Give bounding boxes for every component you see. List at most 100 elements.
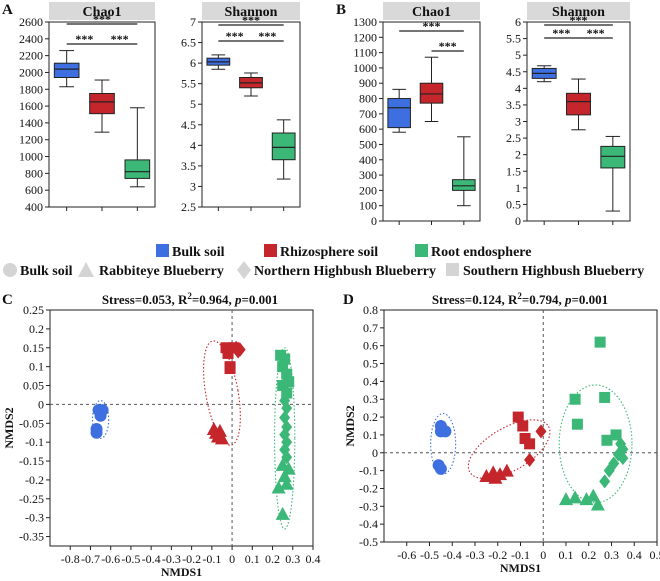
y-tick-label: -0.2 — [25, 473, 44, 487]
y-tick-label: 3.5 — [506, 98, 521, 112]
y-tick-label: -0.25 — [19, 492, 44, 506]
point-circle-bulk — [434, 462, 447, 475]
y-tick-label: 0.8 — [363, 303, 378, 317]
legend-swatch-bulk — [156, 244, 169, 257]
legend-label-root: Root endosphere — [431, 245, 531, 260]
panel-letter: B — [336, 2, 346, 18]
box-root — [124, 159, 151, 179]
y-tick-label: 0.4 — [363, 374, 378, 388]
x-tick-label: 0.1 — [245, 552, 260, 566]
y-tick-label: -0.5 — [359, 535, 378, 549]
y-tick-label: 3.5 — [181, 159, 196, 173]
title-part: p — [564, 292, 572, 307]
panel-title: Shannon — [552, 5, 605, 20]
legend-groups: Bulk soil Rhizosphere soil Root endosphe… — [156, 244, 531, 260]
box-rhizo — [566, 92, 591, 116]
x-tick-label: 0 — [540, 548, 546, 562]
confidence-ellipse-root — [274, 347, 296, 530]
sig-label: *** — [93, 12, 111, 26]
nmds-C-nmds: C Stress=0.053, R2=0.964, p=0.001 -0.8 -0.7… — [2, 291, 321, 579]
confidence-ellipse-rhizo — [203, 340, 241, 446]
point-triangle-root — [275, 506, 290, 520]
y-tick-label: -0.3 — [25, 511, 44, 525]
point-square-rhizo — [517, 420, 529, 432]
y-tick-label: 5.5 — [181, 77, 196, 91]
y-tick-label: 2400 — [19, 32, 43, 46]
x-tick-label: 0.5 — [650, 548, 660, 562]
panel-title: Shannon — [225, 5, 278, 20]
point-square-root — [571, 418, 583, 430]
title-part: =0.001 — [242, 292, 279, 307]
point-triangle-root — [271, 480, 286, 494]
y-tick-label: 700 — [359, 107, 377, 121]
x-tick-label: 0.4 — [306, 552, 321, 566]
title-part: 2 — [187, 291, 192, 301]
y-tick-label: 2200 — [19, 49, 43, 63]
x-tick-label: 0 — [229, 552, 235, 566]
point-diamond-root — [603, 463, 615, 478]
x-tick-label: -0.1 — [202, 552, 221, 566]
legend-shape-label-square: Southern Highbush Blueberry — [463, 264, 644, 279]
x-tick-label: -0.5 — [420, 548, 439, 562]
title-part: =0.794, — [522, 292, 565, 307]
box-bulk — [387, 98, 411, 129]
y-tick-label: 1800 — [19, 82, 43, 96]
x-tick-label: -0.8 — [61, 552, 80, 566]
x-tick-label: 0.3 — [604, 548, 619, 562]
y-tick-label: 0.1 — [29, 360, 44, 374]
sig-label: *** — [552, 26, 570, 40]
point-triangle-root — [568, 490, 583, 504]
title-strip — [202, 2, 300, 20]
point-square-root — [594, 336, 606, 348]
x-tick-label: -0.3 — [466, 548, 485, 562]
y-tick-label: 0.5 — [506, 197, 521, 211]
y-tick-label: -0.2 — [359, 481, 378, 495]
point-square-root — [569, 393, 581, 405]
y-tick-label: 900 — [359, 76, 377, 90]
y-tick-label: 200 — [359, 183, 377, 197]
y-tick-label: 0 — [515, 214, 521, 228]
x-tick-label: -0.2 — [488, 548, 507, 562]
box-root — [600, 145, 626, 169]
legend-label-rhizo: Rhizosphere soil — [280, 245, 378, 260]
y-tick-label: 5 — [515, 48, 521, 62]
sig-label: *** — [439, 39, 457, 53]
y-tick-label: 100 — [359, 199, 377, 213]
y-tick-label: 3 — [515, 115, 521, 129]
point-square-root — [281, 368, 293, 380]
y-tick-label: 500 — [359, 137, 377, 151]
legend-shape-square-icon — [446, 263, 459, 276]
y-tick-label: -0.1 — [25, 435, 44, 449]
panel-letter: D — [343, 292, 354, 308]
y-tick-label: -0.05 — [19, 416, 44, 430]
box-bulk — [53, 62, 80, 78]
y-tick-label: 4 — [190, 138, 196, 152]
y-tick-label: 1400 — [19, 116, 43, 130]
point-triangle-root — [277, 469, 292, 483]
y-tick-label: 0.2 — [29, 322, 44, 336]
title-part: =0.001 — [572, 292, 609, 307]
point-square-root — [599, 391, 611, 403]
y-tick-label: 0 — [38, 397, 44, 411]
legend-label-bulk: Bulk soil — [172, 245, 225, 260]
y-tick-label: 0 — [372, 446, 378, 460]
title-part: 2 — [517, 291, 522, 301]
y-tick-label: 1100 — [353, 46, 377, 60]
y-tick-label: 0.5 — [363, 357, 378, 371]
point-circle-bulk — [434, 425, 447, 438]
point-diamond-rhizo — [524, 452, 536, 467]
y-tick-label: 6 — [190, 56, 196, 70]
legend-swatch-root — [415, 244, 428, 257]
boxplot-A-shannon: Shannon 2.5 3 3.5 4 4.5 5 5.5 6 6.5 7 *** *** *** — [181, 2, 301, 214]
y-tick-label: -0.1 — [359, 464, 378, 478]
point-diamond-rhizo — [535, 424, 547, 439]
point-square-root — [601, 434, 613, 446]
y-tick-label: 800 — [25, 166, 43, 180]
x-tick-label: 0.2 — [265, 552, 280, 566]
x-axis-label: NMDS1 — [500, 561, 541, 575]
point-square-root — [277, 361, 289, 373]
x-tick-label: 0.1 — [559, 548, 574, 562]
y-axis-label: NMDS2 — [343, 405, 357, 446]
